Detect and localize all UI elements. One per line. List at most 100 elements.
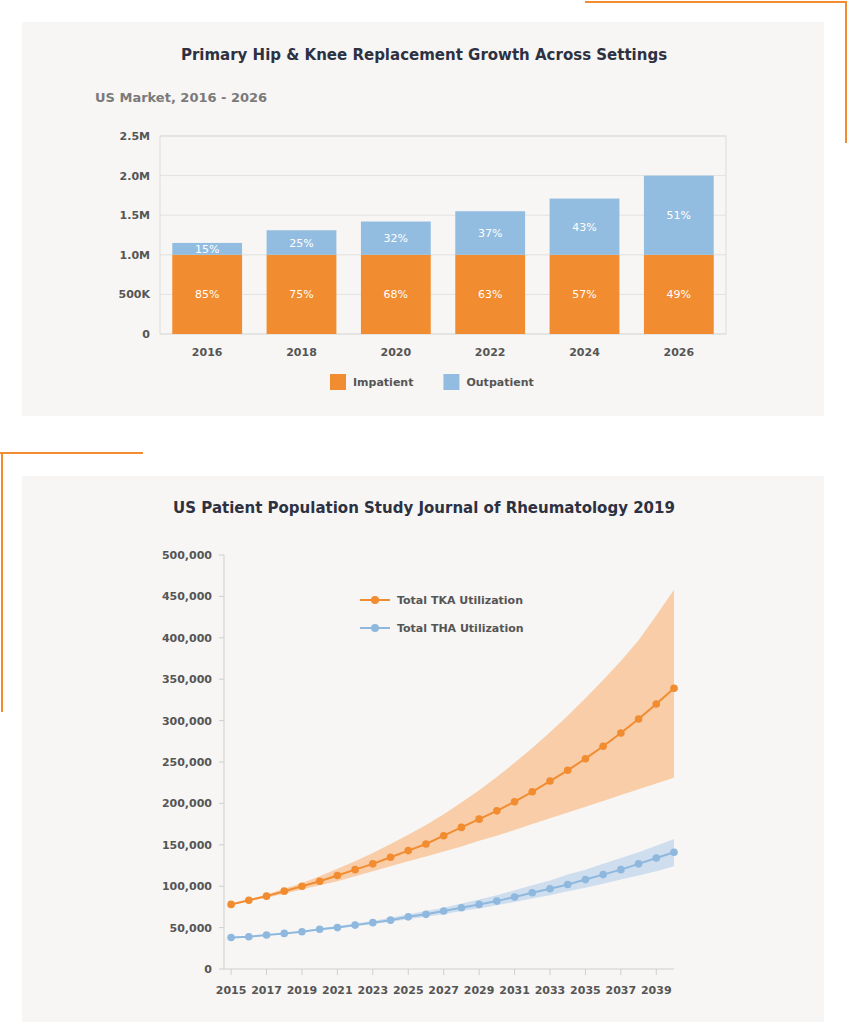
y-tick-label: 0 — [142, 328, 150, 341]
marker — [227, 934, 235, 942]
confidence-band — [231, 590, 674, 905]
decor-line — [585, 2, 846, 143]
x-tick — [549, 969, 550, 975]
y-tick — [219, 637, 224, 638]
marker — [298, 928, 306, 936]
x-tick — [372, 969, 373, 975]
marker — [351, 921, 359, 929]
bar — [550, 199, 620, 255]
x-tick-label: 2019 — [287, 984, 318, 997]
data-label: 75% — [289, 288, 313, 301]
y-tick-label: 2.5M — [120, 130, 150, 143]
marker — [582, 876, 590, 884]
marker — [280, 887, 288, 895]
x-tick — [408, 969, 409, 975]
marker — [440, 907, 448, 915]
y-tick — [219, 803, 224, 804]
x-tick-label: 2015 — [216, 984, 247, 997]
x-tick-label: 2026 — [664, 346, 695, 359]
x-tick-label: 2021 — [322, 984, 353, 997]
marker — [369, 919, 377, 927]
legend-swatch — [330, 374, 346, 390]
marker — [493, 897, 501, 905]
x-tick-label: 2023 — [358, 984, 389, 997]
decor-line — [0, 453, 143, 712]
marker — [404, 913, 412, 921]
marker — [458, 904, 466, 912]
y-tick-label: 100,000 — [162, 880, 212, 893]
x-tick — [656, 969, 657, 975]
y-tick-label: 250,000 — [162, 756, 212, 769]
marker — [440, 832, 448, 840]
marker — [263, 931, 271, 939]
grid-line — [160, 254, 726, 255]
marker — [511, 798, 519, 806]
y-tick — [219, 927, 224, 928]
plot-frame — [160, 136, 726, 334]
marker — [546, 777, 554, 785]
bar — [644, 255, 714, 334]
y-tick — [219, 762, 224, 763]
legend-label: Outpatient — [466, 376, 533, 389]
marker — [528, 788, 536, 796]
y-tick-label: 0 — [204, 963, 212, 976]
grid-line — [160, 175, 726, 176]
title: US Patient Population Study Journal of R… — [173, 499, 675, 517]
y-tick-label: 500,000 — [162, 549, 212, 562]
y-tick — [219, 969, 224, 970]
page: Primary Hip & Knee Replacement Growth Ac… — [0, 0, 849, 1024]
bar — [455, 211, 525, 255]
data-label: 15% — [195, 243, 219, 256]
legend-label: Total TKA Utilization — [397, 594, 523, 607]
bar-chart: Primary Hip & Knee Replacement Growth Ac… — [95, 46, 726, 390]
y-tick — [219, 844, 224, 845]
x-tick-label: 2022 — [475, 346, 506, 359]
y-tick-label: 300,000 — [162, 715, 212, 728]
legend-swatch — [443, 374, 459, 390]
x-tick-label: 2020 — [381, 346, 412, 359]
marker — [245, 896, 253, 904]
marker — [493, 807, 501, 815]
x-tick — [337, 969, 338, 975]
marker — [387, 916, 395, 924]
x-tick-label: 2031 — [499, 984, 530, 997]
y-tick-label: 2.0M — [120, 170, 150, 183]
marker — [511, 893, 519, 901]
y-tick — [219, 596, 224, 597]
x-tick-label: 2037 — [606, 984, 637, 997]
marker — [351, 866, 359, 874]
bar — [172, 255, 242, 334]
marker — [263, 892, 271, 900]
data-label: 85% — [195, 288, 219, 301]
x-tick — [514, 969, 515, 975]
bar — [455, 255, 525, 334]
marker — [670, 848, 678, 856]
marker — [334, 924, 342, 932]
marker — [316, 925, 324, 933]
line — [231, 688, 674, 904]
data-labels: 85%75%68%63%57%49%15%25%32%37%43%51% — [195, 209, 691, 301]
bar — [267, 255, 337, 334]
marker — [652, 700, 660, 708]
x-tick-label: 2039 — [641, 984, 672, 997]
grid-line — [160, 294, 726, 295]
marker — [422, 911, 430, 919]
x-tick — [231, 969, 232, 975]
y-axis — [224, 555, 225, 969]
x-tick-label: 2024 — [569, 346, 600, 359]
x-tick — [479, 969, 480, 975]
x-tick-label: 2029 — [464, 984, 495, 997]
legend-label: Total THA Utilization — [397, 622, 524, 635]
marker — [280, 930, 288, 938]
y-tick — [219, 555, 224, 556]
bars — [172, 176, 713, 334]
x-tick-label: 2017 — [251, 984, 282, 997]
line — [231, 852, 674, 937]
x-tick-label: 2016 — [192, 346, 223, 359]
marker — [404, 847, 412, 855]
data-label: 57% — [572, 288, 596, 301]
legend-marker — [371, 624, 379, 632]
data-label: 68% — [384, 288, 408, 301]
marker — [475, 815, 483, 823]
y-tick-label: 150,000 — [162, 839, 212, 852]
